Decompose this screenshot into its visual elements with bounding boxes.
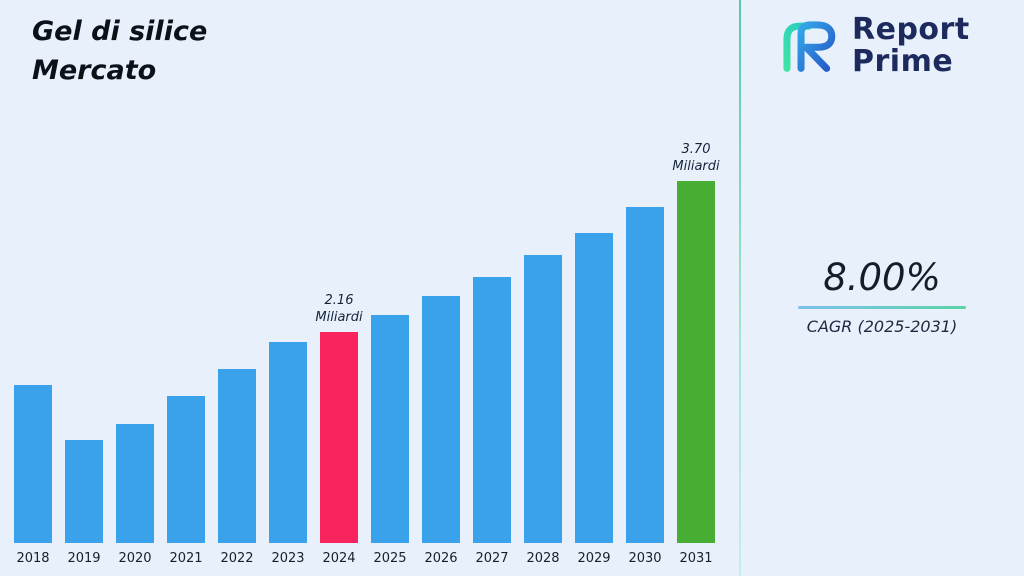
report-prime-wordmark: Report Prime [852,14,970,77]
bar-column-2023: 2023 [269,342,307,566]
report-prime-brand: Report Prime [778,14,970,77]
bar-column-2025: 2025 [371,315,409,566]
x-tick-2026: 2026 [424,551,458,566]
bar-2022 [218,369,256,543]
cagr-underline [798,306,966,309]
bar-annotation-2031: 3.70 Miliardi [672,142,720,175]
bar-column-2024: 2.16 Miliardi 2024 [315,293,362,566]
bar-chart: 2018 2019 2020 2021 2022 2023 2.16 Miliardi 2024… [14,142,720,566]
bar-2026 [422,296,460,543]
bar-2019 [65,440,103,543]
bar-2020 [116,424,154,543]
bar-column-2031: 3.70 Miliardi 2031 [672,142,719,566]
bar-annotation-2024: 2.16 Miliardi [315,293,363,326]
bar-2027 [473,277,511,543]
x-tick-2024: 2024 [322,551,356,566]
x-tick-2020: 2020 [118,551,152,566]
x-tick-2025: 2025 [373,551,407,566]
bar-2030 [626,207,664,543]
x-tick-2018: 2018 [16,551,50,566]
bar-column-2019: 2019 [65,440,103,566]
cagr-value: 8.00% [823,256,941,299]
report-prime-logo-icon [783,20,836,72]
bar-column-2021: 2021 [167,396,205,566]
x-tick-2030: 2030 [628,551,662,566]
bar-column-2020: 2020 [116,424,154,566]
bar-2028 [524,255,562,543]
x-tick-2027: 2027 [475,551,509,566]
page-title-line2: Mercato [32,55,157,87]
bar-2023 [269,342,307,543]
brand-line2: Prime [852,43,954,79]
x-tick-2029: 2029 [577,551,611,566]
bar-column-2022: 2022 [218,369,256,566]
x-tick-2028: 2028 [526,551,560,566]
bar-2031 [677,181,715,543]
x-tick-2023: 2023 [271,551,305,566]
bar-2025 [371,315,409,543]
bar-2024 [320,332,358,543]
bar-column-2018: 2018 [14,385,52,566]
bar-column-2027: 2027 [473,277,511,566]
x-tick-2019: 2019 [67,551,101,566]
bar-column-2029: 2029 [575,233,613,566]
bar-2029 [575,233,613,543]
bar-2021 [167,396,205,543]
bar-column-2026: 2026 [422,296,460,566]
x-tick-2022: 2022 [220,551,254,566]
page-title-line1: Gel di silice [32,16,208,47]
x-tick-2031: 2031 [679,551,713,566]
brand-line1: Report [852,12,970,47]
bar-column-2028: 2028 [524,255,562,566]
bar-column-2030: 2030 [626,207,664,566]
cagr-panel: 8.00% CAGR (2025-2031) [798,256,966,336]
bar-2018 [14,385,52,543]
vertical-divider [739,0,741,576]
x-tick-2021: 2021 [169,551,203,566]
cagr-label: CAGR (2025-2031) [806,317,958,336]
page-title: Gel di silice Mercato [32,12,207,90]
